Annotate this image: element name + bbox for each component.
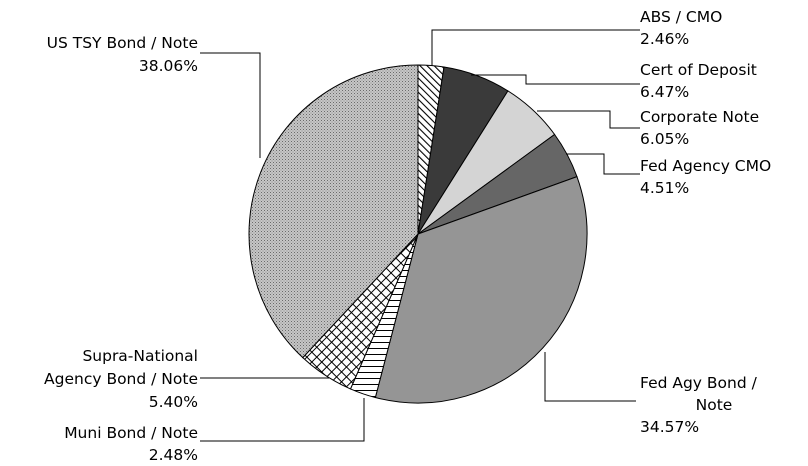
slice-value-supra-national: 5.40% xyxy=(149,393,198,411)
pie-labels: ABS / CMO 2.46% Cert of Deposit 6.47% Co… xyxy=(44,8,771,464)
leader-corporate-note xyxy=(537,110,640,129)
slice-label-fed-agy-bond-note-line2: Note xyxy=(696,396,733,414)
leader-muni-bond-note xyxy=(200,398,365,442)
slice-value-fed-agy-bond-note: 34.57% xyxy=(640,418,699,436)
slice-value-fed-agency-cmo: 4.51% xyxy=(640,179,689,197)
leader-fed-agency-cmo xyxy=(566,153,640,175)
leader-cert-of-deposit xyxy=(471,74,640,85)
slice-label-supra-national-line2: Agency Bond / Note xyxy=(44,370,198,388)
slice-value-abs-cmo: 2.46% xyxy=(640,30,689,48)
slice-value-muni-bond-note: 2.48% xyxy=(149,446,198,464)
leader-us-tsy-bond-note xyxy=(200,52,261,158)
slice-value-corporate-note: 6.05% xyxy=(640,130,689,148)
pie-slice-us-tsy-bond-note xyxy=(248,64,419,359)
slice-label-us-tsy-bond-note: US TSY Bond / Note xyxy=(47,34,198,52)
leader-abs-cmo xyxy=(431,29,640,66)
slice-label-abs-cmo: ABS / CMO xyxy=(640,8,722,26)
slice-label-cert-of-deposit: Cert of Deposit xyxy=(640,61,757,79)
pie-slices xyxy=(248,64,588,404)
slice-label-fed-agy-bond-note-line1: Fed Agy Bond / xyxy=(640,374,758,392)
leader-fed-agy-bond-note xyxy=(544,352,636,402)
pie-slice-fed-agy-bond-note xyxy=(374,176,588,404)
slice-label-muni-bond-note: Muni Bond / Note xyxy=(64,424,198,442)
slice-label-corporate-note: Corporate Note xyxy=(640,108,759,126)
slice-value-cert-of-deposit: 6.47% xyxy=(640,83,689,101)
slice-label-fed-agency-cmo: Fed Agency CMO xyxy=(640,157,771,175)
slice-label-supra-national-line1: Supra-National xyxy=(82,347,198,365)
slice-value-us-tsy-bond-note: 38.06% xyxy=(139,57,198,75)
